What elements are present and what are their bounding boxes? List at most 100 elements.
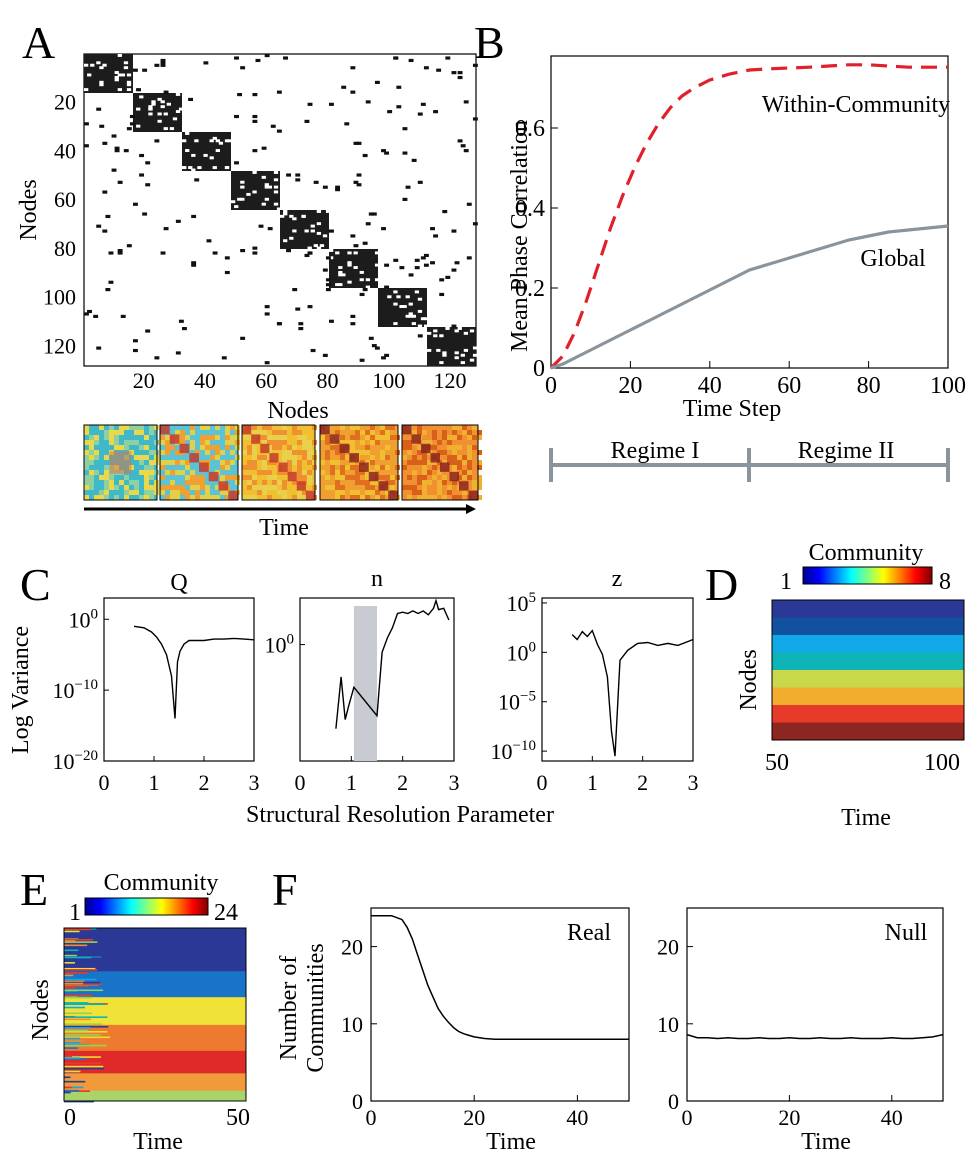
snapshot-cell — [457, 465, 462, 470]
inter-community-edge — [142, 68, 148, 72]
snapshot-cell — [365, 430, 370, 435]
inter-community-edge — [102, 190, 108, 194]
snapshot-cell — [180, 490, 185, 495]
missing-edge — [442, 353, 447, 357]
inter-community-edge — [120, 314, 126, 318]
snapshot-cell — [432, 495, 437, 500]
adjacency-x-tick: 40 — [194, 368, 216, 393]
snapshot-cell — [89, 470, 94, 475]
snapshot-cell — [302, 470, 307, 475]
inter-community-edge — [436, 68, 442, 72]
inter-community-edge — [261, 146, 267, 150]
inter-community-edge — [111, 168, 117, 172]
within-community-line — [549, 63, 948, 370]
snapshot-cell — [402, 455, 407, 460]
snapshot-cell — [247, 485, 252, 490]
snapshot-cell — [292, 460, 297, 465]
snapshot-cell — [355, 475, 360, 480]
snapshot-cell — [175, 490, 180, 495]
inter-community-edge — [139, 173, 145, 177]
snapshot-cell — [452, 465, 457, 470]
inter-community-edge — [295, 178, 301, 182]
snapshot-cell — [149, 490, 154, 495]
snapshot-cell — [422, 485, 427, 490]
inter-community-edge — [408, 58, 414, 63]
snapshot-cell — [330, 470, 335, 475]
snapshot-cell — [297, 440, 302, 445]
inter-community-edge — [322, 268, 328, 272]
snapshot-cell — [104, 485, 109, 490]
snapshot-cell — [257, 485, 262, 490]
snapshot-community-block — [208, 471, 219, 482]
phase-x-tick-label: 60 — [777, 373, 801, 399]
snapshot-cell — [277, 440, 282, 445]
snapshot-cell — [467, 435, 472, 440]
snapshot-cell — [407, 475, 412, 480]
snapshot-cell — [119, 445, 124, 450]
snapshot-cell — [104, 455, 109, 460]
missing-edge — [99, 80, 104, 84]
snapshot-cell — [144, 475, 149, 480]
missing-edge — [387, 295, 392, 299]
snapshot-cell — [149, 465, 154, 470]
snapshot-cell — [84, 495, 89, 500]
correlation-snapshot — [159, 424, 240, 501]
snapshot-cell — [432, 430, 437, 435]
snapshot-cell — [345, 475, 350, 480]
snapshot-cell — [114, 485, 119, 490]
d-colorbar — [802, 566, 933, 585]
inter-community-edge — [396, 85, 402, 89]
snapshot-cell — [437, 450, 442, 455]
missing-edge — [417, 309, 423, 313]
snapshot-cell — [292, 450, 297, 455]
snapshot-cell — [370, 425, 375, 430]
missing-edge — [231, 200, 236, 204]
e-x-tick-50: 50 — [226, 1105, 250, 1131]
missing-edge — [408, 314, 413, 318]
phase-y-tick-label: 0.4 — [515, 196, 545, 222]
snapshot-cell — [407, 485, 412, 490]
d-community-band — [772, 670, 964, 688]
inter-community-edge — [457, 71, 463, 75]
inter-community-edge — [387, 110, 393, 114]
snapshot-cell — [282, 450, 287, 455]
snapshot-cell — [262, 435, 267, 440]
snapshot-cell — [170, 490, 175, 495]
snapshot-cell — [215, 450, 220, 455]
snapshot-cell — [355, 480, 360, 485]
missing-edge — [316, 246, 322, 250]
snapshot-community-block — [339, 443, 350, 454]
snapshot-cell — [129, 450, 134, 455]
snapshot-cell — [89, 455, 94, 460]
e-transient-assignment — [64, 1091, 71, 1094]
snapshot-cell — [257, 490, 262, 495]
inter-community-edge — [234, 114, 239, 119]
inter-community-edge — [472, 222, 478, 226]
missing-edge — [304, 229, 309, 233]
missing-edge — [157, 119, 162, 123]
missing-edge — [114, 71, 119, 74]
missing-edge — [240, 185, 245, 189]
snapshot-cell — [170, 460, 175, 465]
snapshot-cell — [104, 475, 109, 480]
snapshot-cell — [350, 440, 355, 445]
inter-community-edge — [350, 322, 356, 326]
inter-community-edge — [212, 251, 218, 255]
snapshot-community-block — [242, 425, 252, 435]
snapshot-cell — [180, 430, 185, 435]
snapshot-cell — [215, 485, 220, 490]
e-transient-assignment — [64, 1040, 84, 1042]
adjacency-y-tick: 120 — [43, 333, 76, 358]
snapshot-cell — [175, 450, 180, 455]
d-community-band — [772, 617, 964, 636]
snapshot-cell — [287, 450, 292, 455]
adjacency-y-label: Nodes — [16, 179, 42, 240]
missing-edge — [169, 127, 175, 131]
e-transient-assignment — [64, 1041, 81, 1044]
e-transient-assignment — [64, 1003, 106, 1006]
missing-edge — [276, 207, 282, 211]
snapshot-cell — [380, 495, 385, 500]
variance-x-label: Structural Resolution Parameter — [246, 802, 554, 828]
snapshot-cell — [230, 475, 235, 480]
snapshot-cell — [427, 470, 432, 475]
